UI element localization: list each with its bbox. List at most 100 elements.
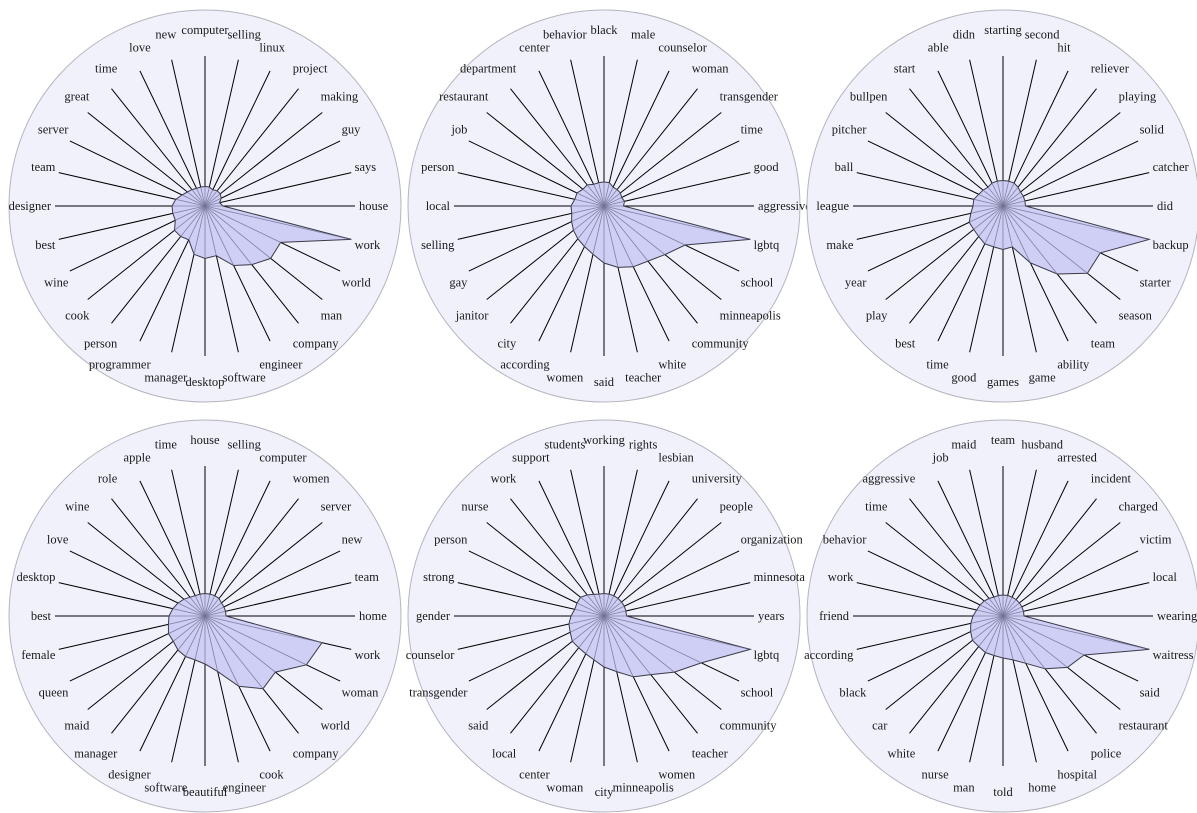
category-label: lesbian bbox=[658, 450, 694, 464]
value-marker-incident bbox=[1002, 599, 1017, 617]
category-label: man bbox=[321, 309, 343, 323]
category-label: rights bbox=[629, 437, 658, 451]
category-label: team bbox=[1091, 337, 1116, 351]
value-marker-said bbox=[572, 615, 605, 642]
category-label: women bbox=[546, 371, 584, 385]
value-marker-maid bbox=[173, 615, 206, 642]
radar-chart-5: years minnesota organization people universi… bbox=[406, 419, 806, 813]
value-marker-police bbox=[1002, 615, 1046, 669]
spoke-love bbox=[139, 70, 206, 207]
category-label: city bbox=[595, 785, 614, 799]
value-marker-time bbox=[984, 205, 1004, 244]
category-label: house bbox=[359, 199, 389, 213]
value-marker-restaurant bbox=[582, 188, 605, 207]
spoke-project bbox=[204, 88, 299, 207]
category-label: working bbox=[583, 433, 625, 447]
value-marker-rights bbox=[603, 593, 610, 617]
category-label: minneapolis bbox=[613, 781, 674, 795]
category-label: starting bbox=[984, 23, 1022, 37]
category-label: aggressive bbox=[758, 199, 811, 213]
spoke-time bbox=[171, 469, 206, 617]
category-label: ball bbox=[835, 160, 854, 174]
spoke-says bbox=[204, 172, 352, 207]
value-marker-local bbox=[578, 615, 605, 648]
category-label: job bbox=[932, 450, 949, 464]
spoke-team bbox=[204, 582, 352, 617]
value-marker-time bbox=[199, 593, 206, 617]
value-marker-role bbox=[189, 597, 206, 617]
spoke-minnesota bbox=[603, 582, 751, 617]
value-marker-company bbox=[204, 615, 264, 689]
value-marker-time bbox=[191, 189, 206, 207]
category-label: lgbtq bbox=[754, 238, 780, 252]
category-label: support bbox=[512, 450, 550, 464]
category-label: black bbox=[590, 23, 618, 37]
category-label: counselor bbox=[406, 648, 455, 662]
category-label: husband bbox=[1021, 437, 1063, 451]
value-marker-good bbox=[603, 201, 625, 207]
value-marker-lesbian bbox=[603, 595, 615, 617]
value-marker-white bbox=[978, 615, 1004, 647]
category-label: season bbox=[1119, 309, 1153, 323]
category-label: white bbox=[658, 358, 686, 372]
value-marker-department bbox=[586, 184, 605, 207]
category-label: team bbox=[991, 433, 1016, 447]
value-marker-playing bbox=[1002, 191, 1021, 207]
value-marker-great bbox=[187, 191, 206, 207]
spoke-playing bbox=[1002, 112, 1121, 207]
category-label: love bbox=[129, 40, 151, 54]
category-label: woman bbox=[546, 781, 584, 795]
value-marker-bullpen bbox=[982, 189, 1004, 207]
spoke-behavior bbox=[570, 59, 605, 207]
spoke-catcher bbox=[1002, 172, 1150, 207]
category-label: manager bbox=[74, 747, 118, 761]
value-marker-cook bbox=[204, 615, 240, 687]
spoke-rights bbox=[603, 469, 638, 617]
category-label: programmer bbox=[89, 358, 152, 372]
category-label: aggressive bbox=[863, 471, 916, 485]
spoke-new bbox=[171, 59, 206, 207]
value-marker-transgender bbox=[570, 615, 605, 633]
value-marker-aggressive bbox=[988, 598, 1004, 617]
category-label: world bbox=[342, 275, 372, 289]
category-label: waitress bbox=[1153, 648, 1194, 662]
category-label: organization bbox=[741, 533, 804, 547]
value-marker-hospital bbox=[1002, 615, 1027, 664]
category-label: white bbox=[887, 747, 915, 761]
value-marker-victim bbox=[1002, 606, 1023, 617]
category-label: friend bbox=[819, 609, 850, 623]
category-label: minnesota bbox=[754, 570, 806, 584]
category-label: guy bbox=[342, 123, 362, 137]
value-marker-team bbox=[175, 199, 206, 207]
value-marker-selling bbox=[204, 593, 211, 617]
category-label: selling bbox=[227, 27, 261, 41]
category-label: gender bbox=[416, 609, 451, 623]
value-marker-ability bbox=[1002, 205, 1031, 263]
value-marker-minneapolis bbox=[603, 615, 617, 672]
value-marker-programmer bbox=[188, 205, 206, 240]
value-marker-person bbox=[574, 199, 605, 207]
value-marker-school bbox=[603, 615, 702, 664]
category-label: good bbox=[754, 160, 780, 174]
value-marker-game bbox=[1002, 205, 1013, 248]
value-marker-new bbox=[204, 606, 225, 617]
category-label: second bbox=[1025, 27, 1060, 41]
value-marker-woman bbox=[593, 615, 605, 660]
category-label: wearing bbox=[1157, 609, 1197, 623]
category-label: software bbox=[144, 781, 187, 795]
spoke-selling bbox=[204, 59, 239, 207]
category-label: best bbox=[35, 238, 56, 252]
spoke-victim bbox=[1002, 550, 1139, 617]
category-label: software bbox=[223, 371, 266, 385]
category-label: man bbox=[953, 781, 975, 795]
value-marker-manager bbox=[177, 615, 206, 651]
category-label: job bbox=[450, 123, 467, 137]
value-marker-company bbox=[204, 205, 252, 265]
category-label: time bbox=[865, 499, 888, 513]
category-label: male bbox=[631, 27, 656, 41]
category-label: according bbox=[804, 648, 854, 662]
category-label: making bbox=[321, 89, 359, 103]
category-label: restaurant bbox=[1119, 719, 1169, 733]
value-marker-backup bbox=[1002, 205, 1150, 240]
